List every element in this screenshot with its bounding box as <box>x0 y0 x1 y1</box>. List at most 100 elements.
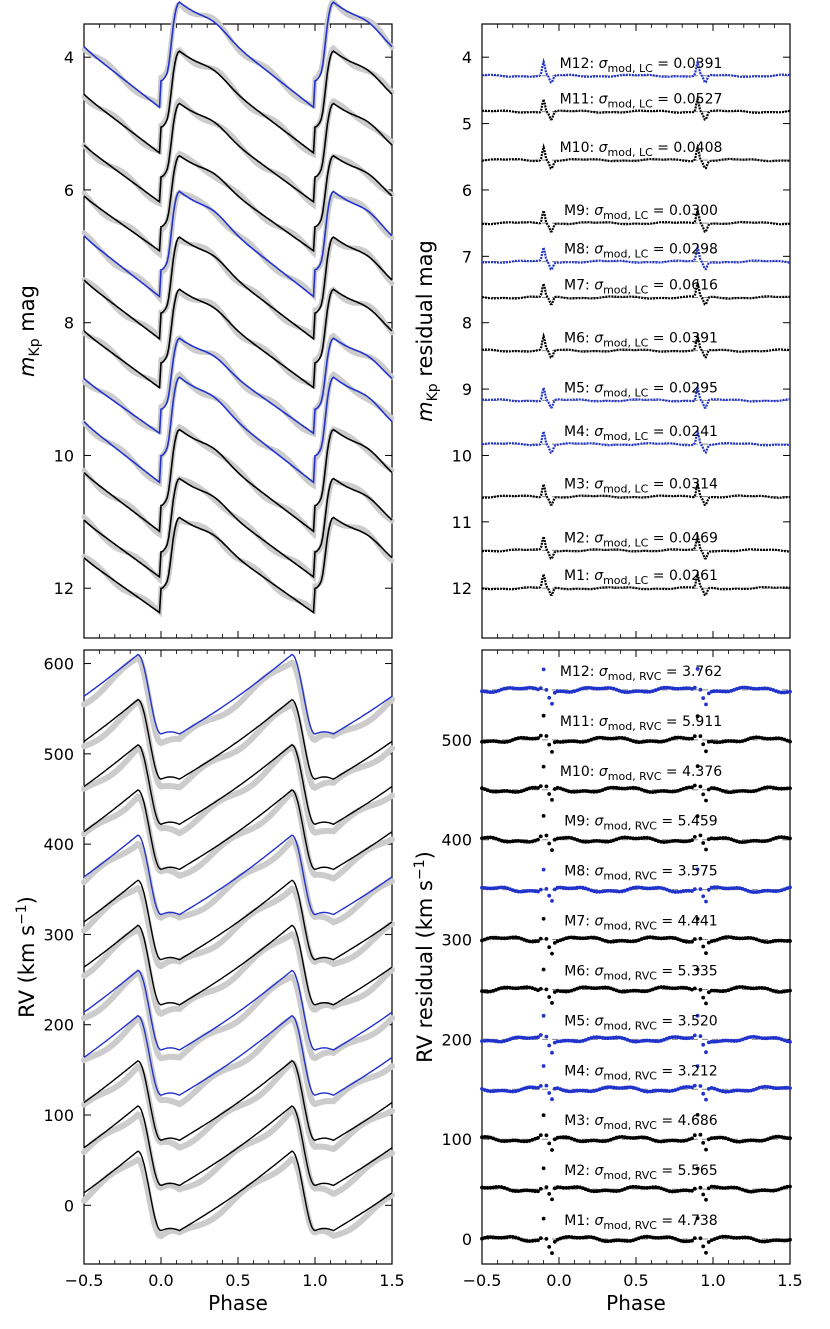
rvres-point-M2 <box>645 1186 650 1190</box>
rvres-label-pre: M4: <box>564 1063 594 1079</box>
rvres-point-M10 <box>592 789 596 794</box>
rvres-point-M3 <box>485 1135 490 1139</box>
lcres-label-pre: M11: <box>560 92 599 108</box>
rvres-point-M7 <box>762 940 767 944</box>
rvres-point-M5 <box>533 1035 538 1040</box>
lc-observed-M11 <box>81 44 395 159</box>
rvres-point-M3 <box>788 1136 792 1141</box>
rvres-point-M10 <box>650 790 655 794</box>
rvres-point-M1 <box>541 1216 546 1221</box>
rvres-point-M2 <box>589 1189 594 1193</box>
lc-observed-M2 <box>81 475 395 585</box>
rvres-point-M3 <box>541 1113 546 1118</box>
rvres-point-M6 <box>782 989 787 994</box>
rv-model-M12 <box>83 653 393 735</box>
rvres-point-M8 <box>572 886 577 890</box>
lcres-axes: 4 5 6 7 8 9 10 11 12 mKp residual mag <box>413 23 791 639</box>
rvres-point-M9 <box>779 835 784 839</box>
rvres-point-M9 <box>704 847 708 852</box>
rvres-point-M2 <box>530 1188 535 1193</box>
rvres-point-M1 <box>737 1235 742 1240</box>
rvres-point-M8 <box>485 886 490 891</box>
rvres-point-M11 <box>642 739 647 744</box>
rvres-point-M1 <box>765 1239 770 1244</box>
rvres-point-M3 <box>522 1139 526 1144</box>
rvres-point-M9 <box>715 836 720 841</box>
rvres-point-M3 <box>636 1135 641 1140</box>
lcres-label-pre: M8: <box>564 242 594 258</box>
rvres-point-M3 <box>634 1135 638 1140</box>
rvres-point-M11 <box>488 739 493 743</box>
rvres-point-M3 <box>524 1139 529 1144</box>
rvres-point-M2 <box>538 1186 543 1191</box>
rvres-point-M2 <box>634 1185 638 1189</box>
rvres-point-M8 <box>608 888 613 893</box>
rv-xtick-label: 1.0 <box>302 1271 327 1290</box>
rvres-point-M2 <box>648 1185 652 1190</box>
rvres-point-M5 <box>639 1039 644 1043</box>
rvres-label-value: = 5.565 <box>657 1163 718 1179</box>
rvres-point-M4 <box>536 1086 540 1090</box>
rvres-point-M12 <box>701 696 706 700</box>
rvres-point-M1 <box>648 1235 652 1239</box>
rvres-point-M8 <box>771 889 776 893</box>
rvres-point-M3 <box>779 1135 784 1139</box>
lcres-label-M2: M2: σmod, LC = 0.0469 <box>564 530 718 549</box>
rvres-label-M11: M11: σmod, RVC = 5.911 <box>560 714 722 733</box>
rvres-point-M5 <box>670 1035 675 1039</box>
rvres-point-M10 <box>628 786 633 790</box>
rvres-point-M3 <box>732 1139 736 1143</box>
rvres-point-M7 <box>768 939 773 944</box>
rv-model-M10 <box>83 743 393 826</box>
rvres-point-M3 <box>538 1133 543 1137</box>
rvres-point-M11 <box>600 735 605 740</box>
rvres-point-M9 <box>701 841 706 845</box>
rv-observed-M1 <box>81 1155 395 1240</box>
rvres-point-M3 <box>639 1135 644 1140</box>
rvres-point-M5 <box>692 1033 697 1038</box>
rvres-point-M11 <box>608 736 613 741</box>
rvres-point-M7 <box>491 935 496 940</box>
rvres-point-M6 <box>788 988 792 993</box>
rvres-point-M2 <box>639 1185 644 1190</box>
rvres-point-M10 <box>589 789 594 794</box>
lcres-label-sub: mod, LC <box>603 386 649 399</box>
rvres-point-M10 <box>690 785 694 790</box>
rvres-point-M3 <box>757 1138 762 1143</box>
rvres-point-M10 <box>608 785 613 790</box>
rvres-point-M6 <box>785 989 790 993</box>
rvres-point-M7 <box>709 939 714 944</box>
rvres-point-M2 <box>712 1184 717 1189</box>
lcres-points-M12 <box>482 57 791 84</box>
rvres-label-value: = 3.520 <box>657 1013 718 1029</box>
lc-model-M4 <box>83 376 393 484</box>
rvres-point-M11 <box>536 736 540 740</box>
lc-observed-M6 <box>81 286 395 390</box>
rvres-point-M2 <box>510 1188 515 1193</box>
rvres-point-M3 <box>718 1135 722 1140</box>
rvres-point-M10 <box>502 789 507 793</box>
rvres-point-M2 <box>522 1188 526 1193</box>
rvres-point-M2 <box>726 1185 731 1190</box>
rvres-point-M9 <box>622 835 627 840</box>
rvres-point-M1 <box>732 1235 736 1240</box>
rv-axes: −0.5 0.0 0.5 1.0 1.5 0 100 200 300 400 500 600 Phase… <box>14 649 405 1315</box>
rvres-point-M11 <box>732 739 736 744</box>
rvres-point-M5 <box>566 1038 571 1043</box>
rvres-point-M7 <box>650 935 655 940</box>
rvres-point-M8 <box>642 886 647 890</box>
rvres-point-M10 <box>544 784 549 789</box>
rvres-point-M6 <box>757 986 762 990</box>
rvres-label-sub: mod, RVC <box>603 1219 657 1232</box>
rvres-point-M11 <box>594 736 599 740</box>
rvres-point-M1 <box>723 1234 728 1239</box>
rvres-point-M1 <box>684 1239 689 1244</box>
rvres-point-M4 <box>704 1097 708 1102</box>
lcres-label-sym: σ <box>594 277 604 293</box>
lcres-ylabel: mKp residual mag <box>413 240 441 422</box>
rvres-point-M10 <box>732 789 736 794</box>
rvres-point-M9 <box>692 835 697 839</box>
rvres-point-M1 <box>580 1235 585 1240</box>
lc-ylabel-main: m <box>15 356 39 376</box>
rvres-point-M5 <box>715 1039 720 1044</box>
